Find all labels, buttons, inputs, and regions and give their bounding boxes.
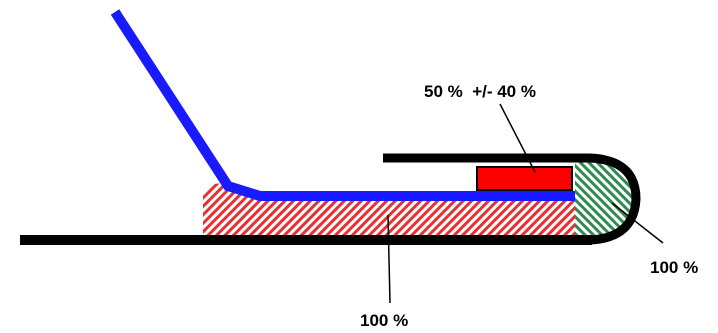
label: 100 % [360,311,408,330]
red-rect [476,166,573,191]
green-hatched-region [575,162,632,237]
leader-line [387,214,391,304]
drawing [20,9,664,304]
folded-top-line [383,153,641,245]
label: 100 % [650,258,698,277]
leader-line [611,202,664,244]
label: 50 % +/- 40 % [424,82,536,101]
leader-line [499,103,536,173]
blue-line [110,9,575,201]
